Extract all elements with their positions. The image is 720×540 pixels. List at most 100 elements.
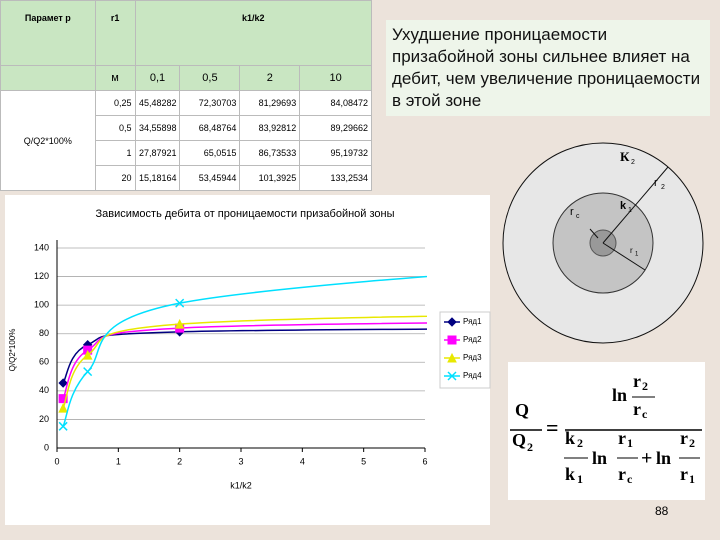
formula-part: ln [656,448,671,468]
formula-part: ln [612,385,627,405]
x-tick-label: 0 [54,456,59,466]
label: 1 [635,252,639,258]
label: k [620,200,627,212]
cell: 84,08472 [299,90,372,116]
data-table: Парамет р r1 k1/k2 м 0,1 0,5 2 10 Q/Q2*100% 0,2… [0,0,372,191]
formula-part: r [680,464,688,484]
y-axis-label: Q/Q2*100% [8,329,17,372]
y-tick-label: 140 [34,242,49,252]
formula: Q Q 2 = ln r 2 r c k 2 k 1 ln r 1 r c + … [510,371,702,486]
formula-part: r [633,371,641,391]
formula-part: Q [515,400,529,420]
legend-marker [447,371,457,381]
cell: 68,48764 [179,115,241,141]
cell: 0,25 [94,90,136,116]
header-cell: k1/k2 [134,0,372,66]
cell: 133,2534 [299,165,372,191]
formula-part: = [546,415,559,440]
formula-part: k [565,464,575,484]
formula-part: r [618,464,626,484]
legend-label: Ряд1 [463,317,482,326]
label: 2 [631,159,635,166]
formula-part: 2 [689,436,695,450]
formula-part: 2 [527,440,533,454]
cell: 15,18164 [134,165,181,191]
marker [666,324,674,332]
y-tick-label: 40 [39,385,49,395]
page-number: 88 [655,504,669,518]
formula-part: r [633,399,641,419]
row-label: Q/Q2*100% [0,90,96,191]
marker [58,403,68,413]
cell: м [94,65,136,91]
x-tick-label: 2 [177,456,182,466]
marker [83,367,93,377]
legend-label: Ряд4 [463,371,482,380]
legend-marker [447,317,457,327]
label: 1 [628,207,632,214]
cell: 0,5 [179,65,241,91]
x-tick-label: 4 [300,456,305,466]
formula-part: 1 [689,472,695,486]
radial-diagram [502,142,704,344]
table-row: Q/Q2*100% 0,25 45,48282 72,30703 81,29693 84,… [0,90,372,191]
label: r [570,206,574,218]
y-tick-label: 80 [39,328,49,338]
legend-marker [447,352,457,363]
y-tick-label: 100 [34,300,49,310]
formula-part: c [627,472,633,486]
header-cell: Парамет р [0,0,96,66]
y-tick-label: 60 [39,357,49,367]
x-tick-label: 3 [238,456,243,466]
formula-part: k [565,428,575,448]
x-tick-label: 1 [116,456,121,466]
cell: 2 [239,65,301,91]
cell: 53,45944 [179,165,241,191]
formula-part: 1 [577,472,583,486]
formula-part: c [642,407,648,421]
formula-part: 1 [627,436,633,450]
y-tick-label: 120 [34,271,49,281]
label: 2 [661,184,665,191]
label: К [620,149,630,164]
formula-part: r [680,428,688,448]
x-tick-label: 5 [361,456,366,466]
formula-part: ln [592,448,607,468]
cell: 10 [299,65,372,91]
x-axis-label: k1/k2 [230,480,252,490]
cell: 95,19732 [299,140,372,166]
table-body: Q/Q2*100% 0,25 45,48282 72,30703 81,29693 84,… [0,90,372,191]
cell: 81,29693 [239,90,301,116]
label: c [576,213,580,220]
header-cell: r1 [94,0,136,66]
formula-part: r [618,428,626,448]
table-row: 20 15,18164 53,45944 101,3925 133,2534 [1,165,372,191]
y-tick-label: 0 [44,442,49,452]
cell [0,65,96,91]
x-tick-label: 6 [422,456,427,466]
marker [174,318,185,329]
formula-part: + [641,448,652,470]
cell: 1 [94,140,136,166]
legend [439,311,491,389]
label: r [630,246,633,255]
marker [175,298,185,308]
plot [58,275,674,431]
marker [82,349,93,360]
cell: 101,3925 [239,165,301,191]
marker [58,378,68,388]
label: r [654,177,658,189]
cell: 34,55898 [134,115,181,141]
cell: 20 [94,165,136,191]
legend-marker [447,335,457,345]
note: Ухудшение проницаемости призабойной зоны… [386,20,710,116]
chart-title: Зависимость дебита от проницаемости приз… [95,208,394,220]
legend-label: Ряд3 [463,353,482,362]
formula-box [508,362,705,500]
formula-part: 2 [577,436,583,450]
cell: 45,48282 [134,90,181,116]
formula-part: 2 [642,379,648,393]
